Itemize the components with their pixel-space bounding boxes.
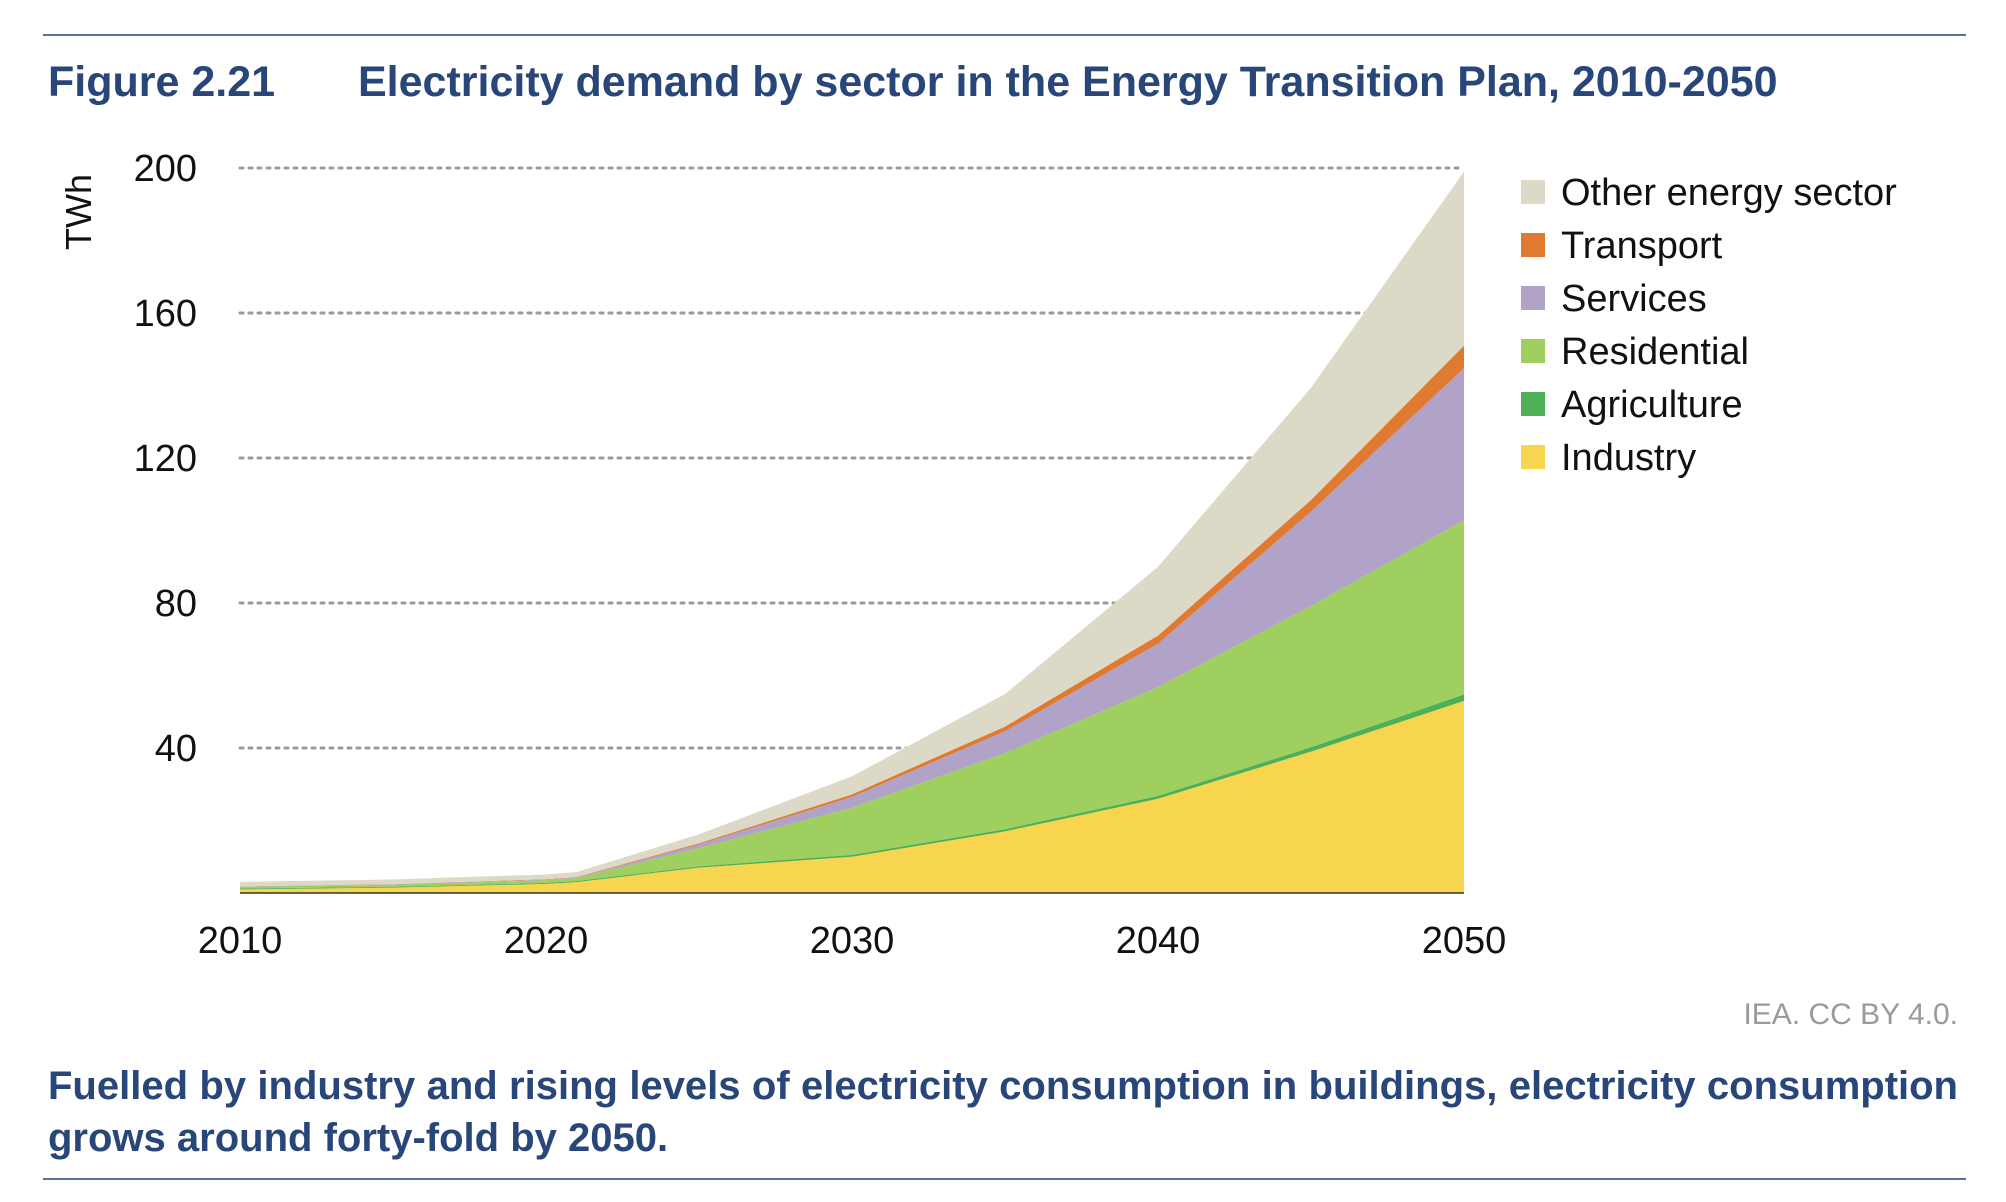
- legend-label: Services: [1561, 278, 1707, 320]
- x-tick-label: 2020: [504, 920, 589, 962]
- legend-label: Residential: [1561, 331, 1749, 373]
- area-chart: 40 80 120 160 200 2010 2020 2030 2040 2050 TWh O…: [58, 148, 1897, 962]
- y-tick-label: 40: [155, 728, 197, 770]
- x-tick-label: 2010: [198, 920, 283, 962]
- legend-label: Agriculture: [1561, 384, 1743, 426]
- area-services: [240, 368, 1464, 887]
- figure-title: Figure 2.21 Electricity demand by sector…: [48, 54, 1778, 110]
- legend-swatch: [1521, 286, 1545, 310]
- area-residential: [240, 520, 1464, 889]
- legend-swatch: [1521, 233, 1545, 257]
- source-credit: IEA. CC BY 4.0.: [1743, 998, 1958, 1031]
- bottom-rule: [43, 1178, 1966, 1180]
- legend-swatch: [1521, 339, 1545, 363]
- x-tick-label: 2030: [810, 920, 895, 962]
- figure-caption: Fuelled by industry and rising levels of…: [48, 1064, 1958, 1160]
- y-tick-label: 200: [134, 148, 197, 190]
- y-axis-ticks: 40 80 120 160 200: [134, 148, 197, 770]
- figure-number: Figure 2.21: [48, 57, 276, 106]
- legend: Other energy sector Transport Services Resi…: [1521, 172, 1897, 479]
- x-tick-label: 2040: [1116, 920, 1201, 962]
- area-other-energy-sector: [240, 171, 1464, 887]
- top-rule: [43, 34, 1966, 36]
- stacked-areas: [240, 171, 1464, 893]
- legend-swatch: [1521, 392, 1545, 416]
- legend-swatch: [1521, 180, 1545, 204]
- y-tick-label: 80: [155, 583, 197, 625]
- area-industry: [240, 700, 1464, 893]
- y-axis-label: TWh: [58, 174, 99, 250]
- legend-label: Other energy sector: [1561, 172, 1897, 214]
- x-axis-ticks: 2010 2020 2030 2040 2050: [198, 920, 1507, 962]
- legend-swatch: [1521, 445, 1545, 469]
- y-tick-label: 120: [134, 438, 197, 480]
- legend-label: Transport: [1561, 225, 1723, 267]
- figure-title-text: Electricity demand by sector in the Ener…: [358, 57, 1778, 106]
- legend-label: Industry: [1561, 437, 1696, 479]
- x-tick-label: 2050: [1422, 920, 1507, 962]
- y-tick-label: 160: [134, 293, 197, 335]
